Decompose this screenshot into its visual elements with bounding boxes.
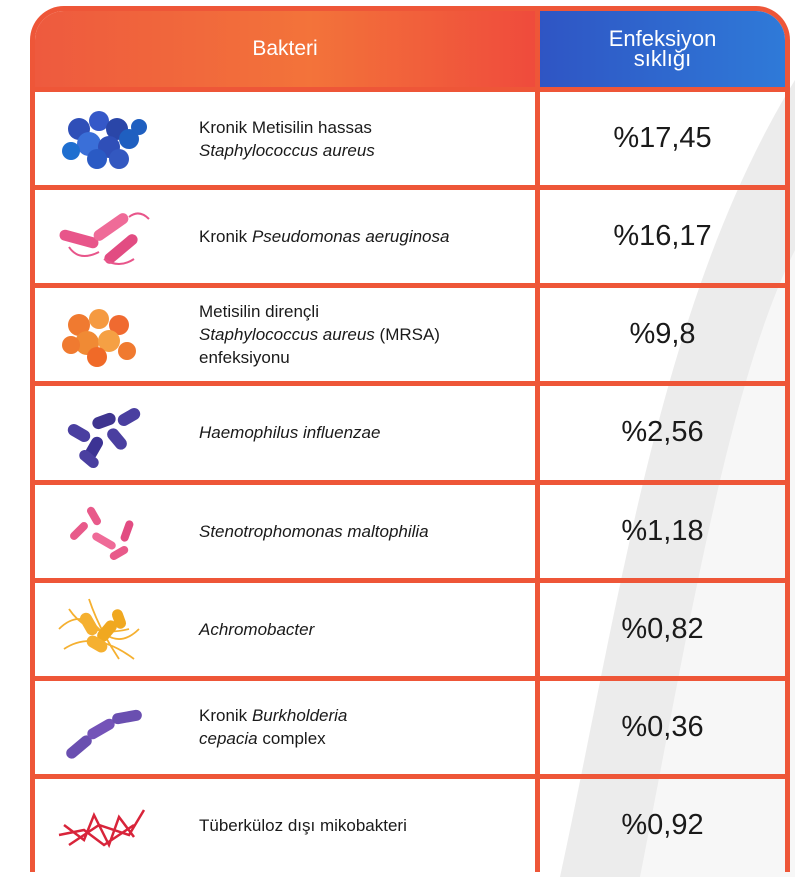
frequency-cell: %16,17 [540, 185, 785, 283]
bacteria-icon [62, 308, 136, 367]
name-line: enfeksiyonu [199, 346, 440, 369]
frequency: %1,18 [621, 514, 704, 547]
name-part: Haemophilus influenzae [199, 423, 381, 443]
bacteria-icon [58, 598, 140, 660]
name-part: Kronik [199, 227, 248, 247]
name-line: Achromobacter [199, 618, 314, 641]
frequency-cell: %0,92 [540, 773, 785, 872]
bacteria-icon [67, 407, 141, 468]
frequency-cell: %1,18 [540, 479, 785, 578]
bacteria-cell: Metisilin dirençli Staphylococcus aureus(… [35, 283, 540, 382]
name-part: Metisilin dirençli [199, 302, 319, 322]
header-bacteria: Bakteri [35, 11, 540, 87]
frequency: %0,92 [621, 808, 704, 841]
name-part: Staphylococcus aureus [199, 140, 375, 160]
name-part: (MRSA) [379, 325, 440, 345]
bacteria-name: Kronik Burkholderia cepacia complex [199, 704, 347, 750]
bacteria-name: Stenotrophomonas maltophilia [199, 520, 429, 543]
bacteria-name: Metisilin dirençli Staphylococcus aureus(… [199, 300, 440, 369]
bacteria-icon [59, 212, 150, 265]
name-line: Kronik Metisilin hassas [199, 116, 375, 139]
frequency: %0,82 [621, 612, 704, 645]
name-line: Stenotrophomonas maltophilia [199, 520, 429, 543]
bacteria-cell: Haemophilus influenzae [35, 381, 540, 480]
bacteria-name: Haemophilus influenzae [199, 421, 380, 444]
name-part: Kronik [199, 706, 248, 726]
name-part: Staphylococcus aureus [199, 325, 375, 345]
bacteria-table: Bakteri Enfeksiyon sıklığı Kronik Metisi… [30, 6, 790, 872]
bacteria-name: Tüberküloz dışı mikobakteri [199, 814, 407, 837]
bacteria-icon [62, 110, 147, 169]
name-line: cepacia complex [199, 727, 347, 750]
bacteria-icon [70, 506, 134, 561]
frequency: %16,17 [613, 220, 712, 253]
bacteria-cell: Tüberküloz dışı mikobakteri [35, 773, 540, 872]
bacteria-cell: Kronik Pseudomonas aeruginosa [35, 185, 540, 284]
name-line: Staphylococcus aureus (MRSA) [199, 323, 440, 346]
header-line: Enfeksiyon [608, 26, 717, 51]
name-line: Haemophilus influenzae [199, 421, 380, 444]
name-part: Burkholderia [251, 706, 348, 726]
name-line: Metisilin dirençli [199, 300, 440, 323]
name-part: Achromobacter [199, 619, 315, 639]
name-line: Tüberküloz dışı mikobakteri [199, 814, 407, 837]
header-line: sıklığı [633, 46, 692, 71]
name-part: enfeksiyonu [199, 348, 290, 368]
name-line: Kronik Pseudomonas aeruginosa [199, 225, 449, 248]
name-part: Stenotrophomonas maltophilia [199, 521, 429, 541]
frequency: %9,8 [629, 318, 696, 351]
name-line: Staphylococcus aureus [199, 139, 375, 162]
frequency-cell: %2,56 [540, 381, 785, 479]
frequency: %17,45 [613, 122, 712, 155]
bacteria-icon [58, 809, 146, 849]
bacteria-cell: Kronik Burkholderia cepacia complex [35, 675, 540, 774]
name-line: Kronik Burkholderia [199, 704, 347, 727]
frequency-cell: %0,36 [540, 675, 785, 774]
bacteria-cell: Kronik Metisilin hassas Staphylococcus au… [35, 87, 540, 186]
bacteria-name: Achromobacter [199, 618, 314, 641]
name-part: Tüberküloz dışı mikobakteri [199, 815, 407, 835]
bacteria-name: Kronik Pseudomonas aeruginosa [199, 225, 449, 248]
header-frequency: Enfeksiyon sıklığı [540, 11, 785, 87]
frequency-cell: %9,8 [540, 283, 785, 381]
frequency: %0,36 [621, 710, 704, 743]
frequency: %2,56 [621, 416, 704, 449]
frequency-cell: %17,45 [540, 87, 785, 185]
bacteria-name: Kronik Metisilin hassas Staphylococcus au… [199, 116, 375, 162]
frequency-cell: %0,82 [540, 577, 785, 676]
name-part: Kronik Metisilin hassas [199, 117, 372, 137]
name-part: Pseudomonas aeruginosa [251, 227, 450, 247]
name-part: cepacia [199, 729, 258, 749]
bacteria-icon [66, 710, 142, 759]
bacteria-cell: Stenotrophomonas maltophilia [35, 479, 540, 578]
bacteria-cell: Achromobacter [35, 577, 540, 676]
name-part: complex [262, 729, 326, 749]
